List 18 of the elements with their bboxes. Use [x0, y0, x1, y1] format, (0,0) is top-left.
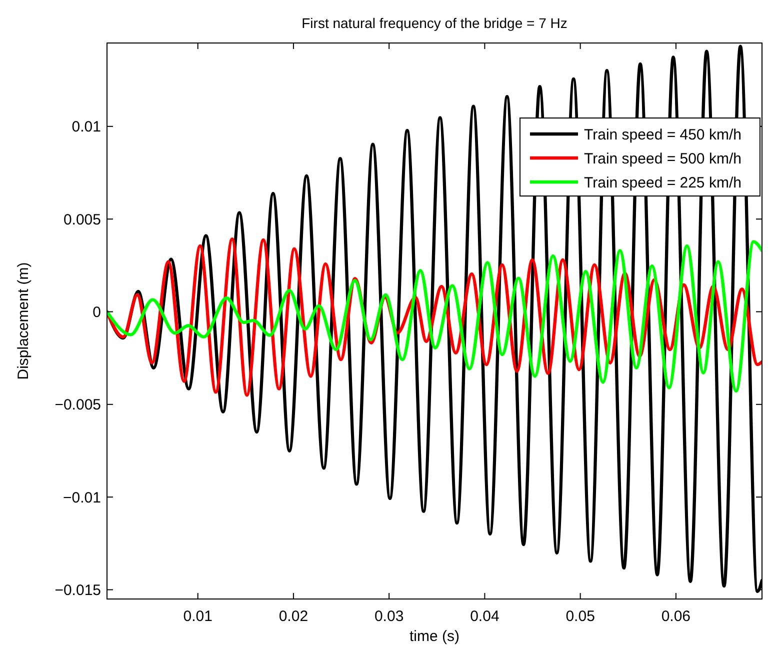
legend-label: Train speed = 500 km/h — [584, 150, 742, 168]
legend-label: Train speed = 450 km/h — [584, 126, 742, 144]
y-tick-label: −0.005 — [54, 396, 101, 414]
y-tick-label: −0.01 — [63, 489, 101, 506]
chart-title: First natural frequency of the bridge = 7 Hz — [302, 15, 568, 31]
y-tick-label: 0.01 — [72, 118, 101, 136]
x-tick-label: 0.01 — [183, 608, 212, 625]
legend-label: Train speed = 225 km/h — [584, 174, 742, 192]
y-axis-title: Displacement (m) — [15, 262, 32, 380]
x-tick-label: 0.06 — [661, 608, 691, 625]
y-tick-label: 0.005 — [63, 211, 101, 228]
y-tick-label: −0.015 — [54, 582, 101, 599]
x-tick-label: 0.03 — [374, 608, 404, 625]
x-tick-label: 0.05 — [566, 608, 595, 625]
y-tick-label: 0 — [92, 304, 101, 321]
x-tick-label: 0.04 — [470, 608, 500, 625]
x-tick-label: 0.02 — [278, 608, 308, 625]
x-axis-title: time (s) — [410, 628, 460, 645]
